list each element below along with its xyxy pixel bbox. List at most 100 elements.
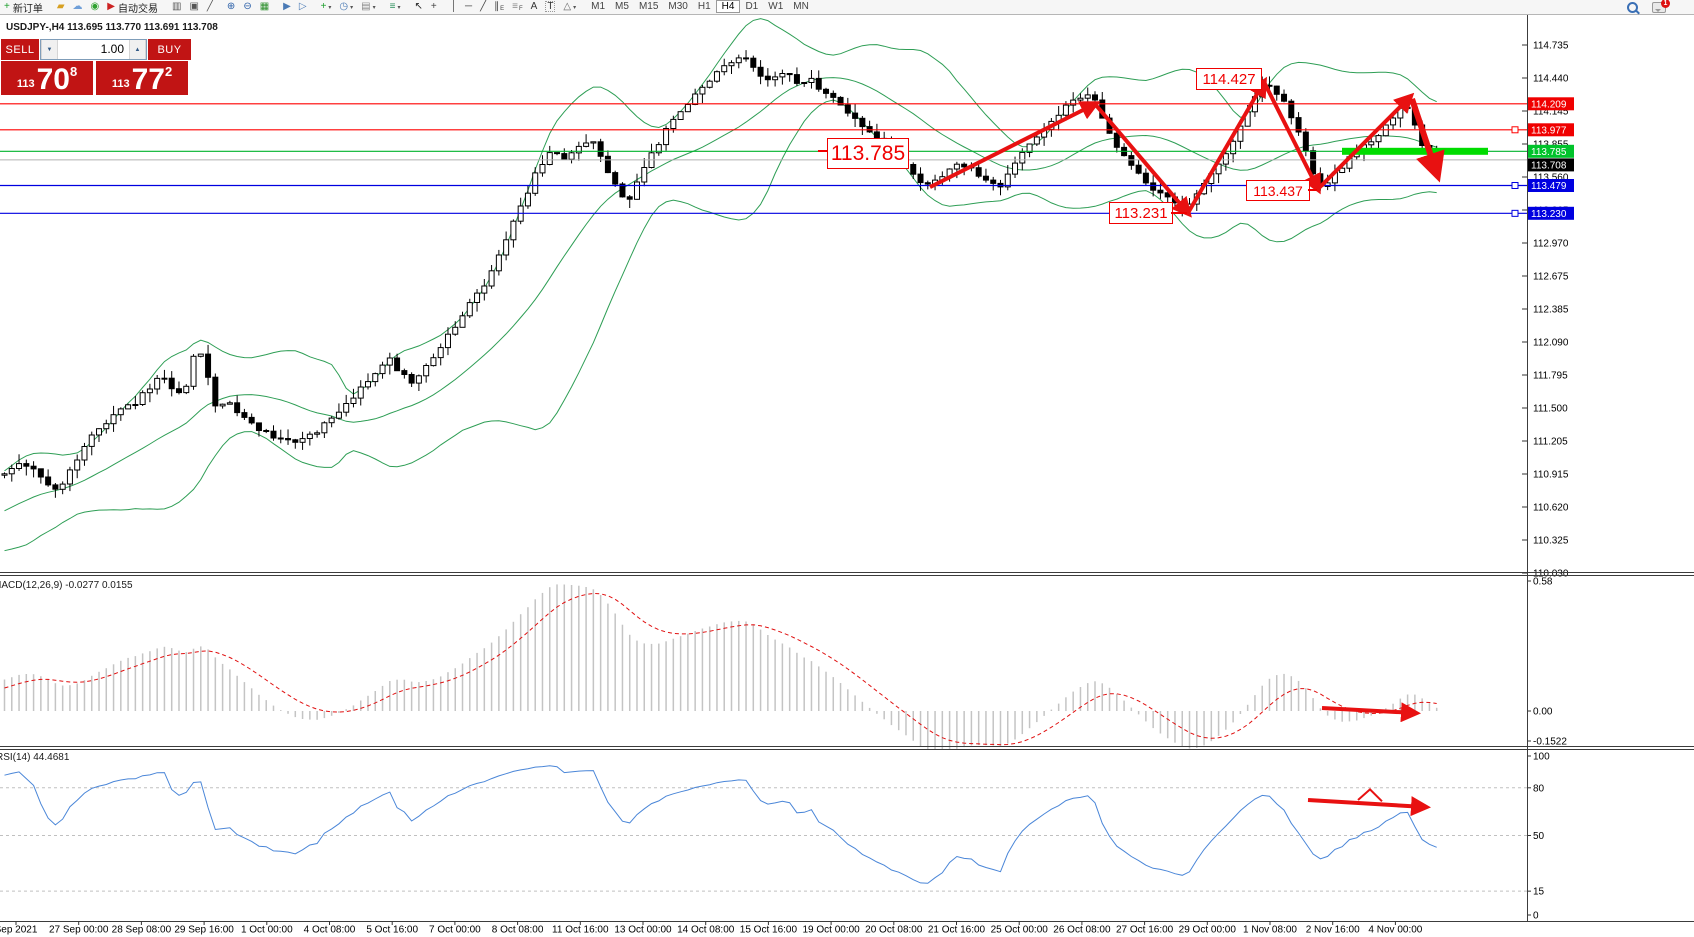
toolbar-buttons: + 新订单 ▰ ☁ ◉ ▶ 自动交易 ▥ ▣ ╱ ⊕ ⊖ ▦ ▶ ▷ + ▾ ◷ ▾ ▤ ▾ ≡ ▾ ↖ + │ ─ ╱ ∥ E ≡ F A T △… (0, 0, 586, 15)
channel-tool-button[interactable]: ∥ E (490, 1, 508, 14)
channel-icon: ∥ (494, 1, 500, 13)
time-tick-label: Sep 2021 (0, 925, 38, 936)
fibonacci-tool-tag: F (518, 6, 523, 13)
timeframe-w1-button[interactable]: W1 (768, 1, 784, 12)
time-tick-label: 11 Oct 16:00 (552, 925, 609, 936)
time-tick-label: 13 Oct 00:00 (614, 925, 672, 936)
price-tick-label: 110.915 (1533, 470, 1569, 481)
price-tick-label: 112.090 (1533, 338, 1569, 349)
text-tool-button[interactable]: A (527, 1, 542, 14)
time-tick-label: 19 Oct 00:00 (802, 925, 860, 936)
templates-button[interactable]: ▤ ▾ (357, 1, 379, 14)
rsi-line (4, 765, 1437, 884)
candlestick-mode-button[interactable]: ▣ (185, 1, 202, 14)
candles (1, 50, 1440, 498)
bar-chart-mode-button[interactable]: ▥ (168, 1, 185, 14)
symbol-ohlc-info: USDJPY-,H4 113.695 113.770 113.691 113.7… (6, 22, 218, 33)
chevron-down-icon: ▾ (328, 4, 332, 11)
price-tick-label: 112.675 (1533, 272, 1569, 283)
period-clock-button[interactable]: ◷ ▾ (335, 1, 357, 14)
trendline-tool-button[interactable]: ╱ (476, 1, 490, 14)
trend-arrow[interactable] (1316, 92, 1415, 191)
zoom-out-button[interactable]: ⊖ (239, 1, 255, 14)
auto-trading-button[interactable]: ▶ 自动交易 (103, 1, 162, 15)
price-tick-label: 112.970 (1533, 239, 1569, 250)
sell-button[interactable]: SELL (1, 39, 39, 60)
timeframe-m30-button[interactable]: M30 (668, 1, 688, 12)
timeframe-d1-button[interactable]: D1 (745, 1, 759, 12)
autotrade-icon: ▶ (107, 1, 115, 13)
bar-chart-icon: ▥ (171, 1, 182, 13)
one-click-trade-panel: SELL ▼ 1.00 ▲ BUY 113 70 8 113 77 2 (1, 39, 191, 95)
macd-trend-arrow[interactable] (1321, 702, 1421, 723)
vertical-line-tool-button[interactable]: │ (447, 1, 461, 14)
volume-up-button[interactable]: ▲ (129, 40, 146, 59)
cursor-icon: ↖ (414, 1, 423, 13)
shapes-tool-button[interactable]: △ ▾ (559, 1, 580, 14)
zoom-in-button[interactable]: ⊕ (223, 1, 239, 14)
time-tick-label: 27 Sep 00:00 (49, 925, 109, 936)
notifications-icon[interactable]: 1 (1652, 0, 1670, 13)
macd-tick-label: 0.58 (1533, 576, 1553, 587)
volume-input[interactable]: 1.00 (100, 42, 124, 56)
fibonacci-tool-button[interactable]: ≡ F (508, 1, 527, 14)
new-order-label: 新订单 (12, 3, 43, 15)
buy-button[interactable]: BUY (148, 39, 191, 60)
price-annotation-114427[interactable]: 114.427 (1196, 68, 1262, 90)
tile-windows-button[interactable]: ▦ (256, 1, 273, 14)
impulse-down-arrow[interactable] (1409, 98, 1445, 183)
auto-scroll-button[interactable]: ▶ (279, 1, 295, 14)
hline-handle[interactable] (1511, 181, 1519, 189)
axis-price-badge-text: 114.209 (1531, 99, 1567, 110)
indicators-button[interactable]: ≡ ▾ (386, 1, 405, 14)
axis-price-badge-text: 113.977 (1531, 125, 1567, 136)
crosshair-tool-button[interactable]: + (427, 1, 441, 14)
price-annotation-113785[interactable]: 113.785 (827, 138, 909, 169)
chart-shift-button[interactable]: ▷ (295, 1, 311, 14)
buy-price-panel[interactable]: 113 77 2 (96, 61, 188, 95)
line-chart-mode-button[interactable]: ╱ (203, 1, 217, 14)
hline-handle[interactable] (1511, 209, 1519, 217)
time-tick-label: 29 Oct 00:00 (1179, 925, 1237, 936)
axis-price-badge (1528, 144, 1574, 158)
trend-arrow[interactable] (1262, 81, 1321, 195)
volume-down-button[interactable]: ▼ (41, 40, 58, 59)
channel-tool-tag: E (500, 6, 505, 13)
broadcast-button[interactable]: ◉ (87, 1, 104, 14)
new-order-button[interactable]: + 新订单 (0, 1, 47, 15)
axis-price-badge-text: 113.230 (1531, 209, 1567, 220)
timeframe-m15-button[interactable]: M15 (638, 1, 659, 12)
timeframe-h4-button[interactable]: H4 (715, 0, 741, 13)
price-annotation-113231[interactable]: 113.231 (1109, 202, 1173, 224)
search-icon[interactable] (1627, 1, 1638, 13)
new-chart-button[interactable]: + ▾ (317, 1, 336, 14)
text-label-tool-button[interactable]: T (541, 0, 559, 13)
price-annotation-113437[interactable]: 113.437 (1246, 180, 1310, 201)
time-tick-label: 14 Oct 08:00 (677, 925, 735, 936)
horizontal-line-tool-button[interactable]: ─ (461, 1, 476, 14)
notification-badge: 1 (1661, 0, 1670, 8)
timeframe-mn-button[interactable]: MN (793, 1, 809, 12)
charts-profile-button[interactable]: ▰ (53, 1, 69, 14)
time-tick-label: 20 Oct 08:00 (865, 925, 923, 936)
rsi-trend-arrow[interactable] (1307, 796, 1431, 817)
trend-arrow[interactable] (1093, 102, 1192, 218)
buy-price-prefix: 113 (111, 78, 130, 90)
trend-arrow[interactable] (929, 101, 1101, 189)
new-order-icon: + (4, 1, 10, 13)
template-icon: ▤ (361, 1, 371, 13)
trend-arrow[interactable] (1186, 76, 1268, 215)
time-tick-label: 25 Oct 00:00 (991, 925, 1049, 936)
sell-price-panel[interactable]: 113 70 8 (1, 61, 93, 95)
timeframe-m5-button[interactable]: M5 (615, 1, 629, 12)
market-watch-button[interactable]: ☁ (69, 1, 87, 14)
timeframe-h1-button[interactable]: H1 (697, 1, 711, 12)
fibonacci-icon: ≡ (512, 1, 518, 13)
hline-handle[interactable] (1511, 126, 1519, 134)
support-zone-bar[interactable] (1342, 147, 1488, 155)
cursor-tool-button[interactable]: ↖ (411, 1, 427, 14)
market-watch-icon: ☁ (72, 1, 83, 13)
timeframe-m1-button[interactable]: M1 (591, 1, 606, 12)
clock-icon: ◷ (339, 1, 349, 13)
